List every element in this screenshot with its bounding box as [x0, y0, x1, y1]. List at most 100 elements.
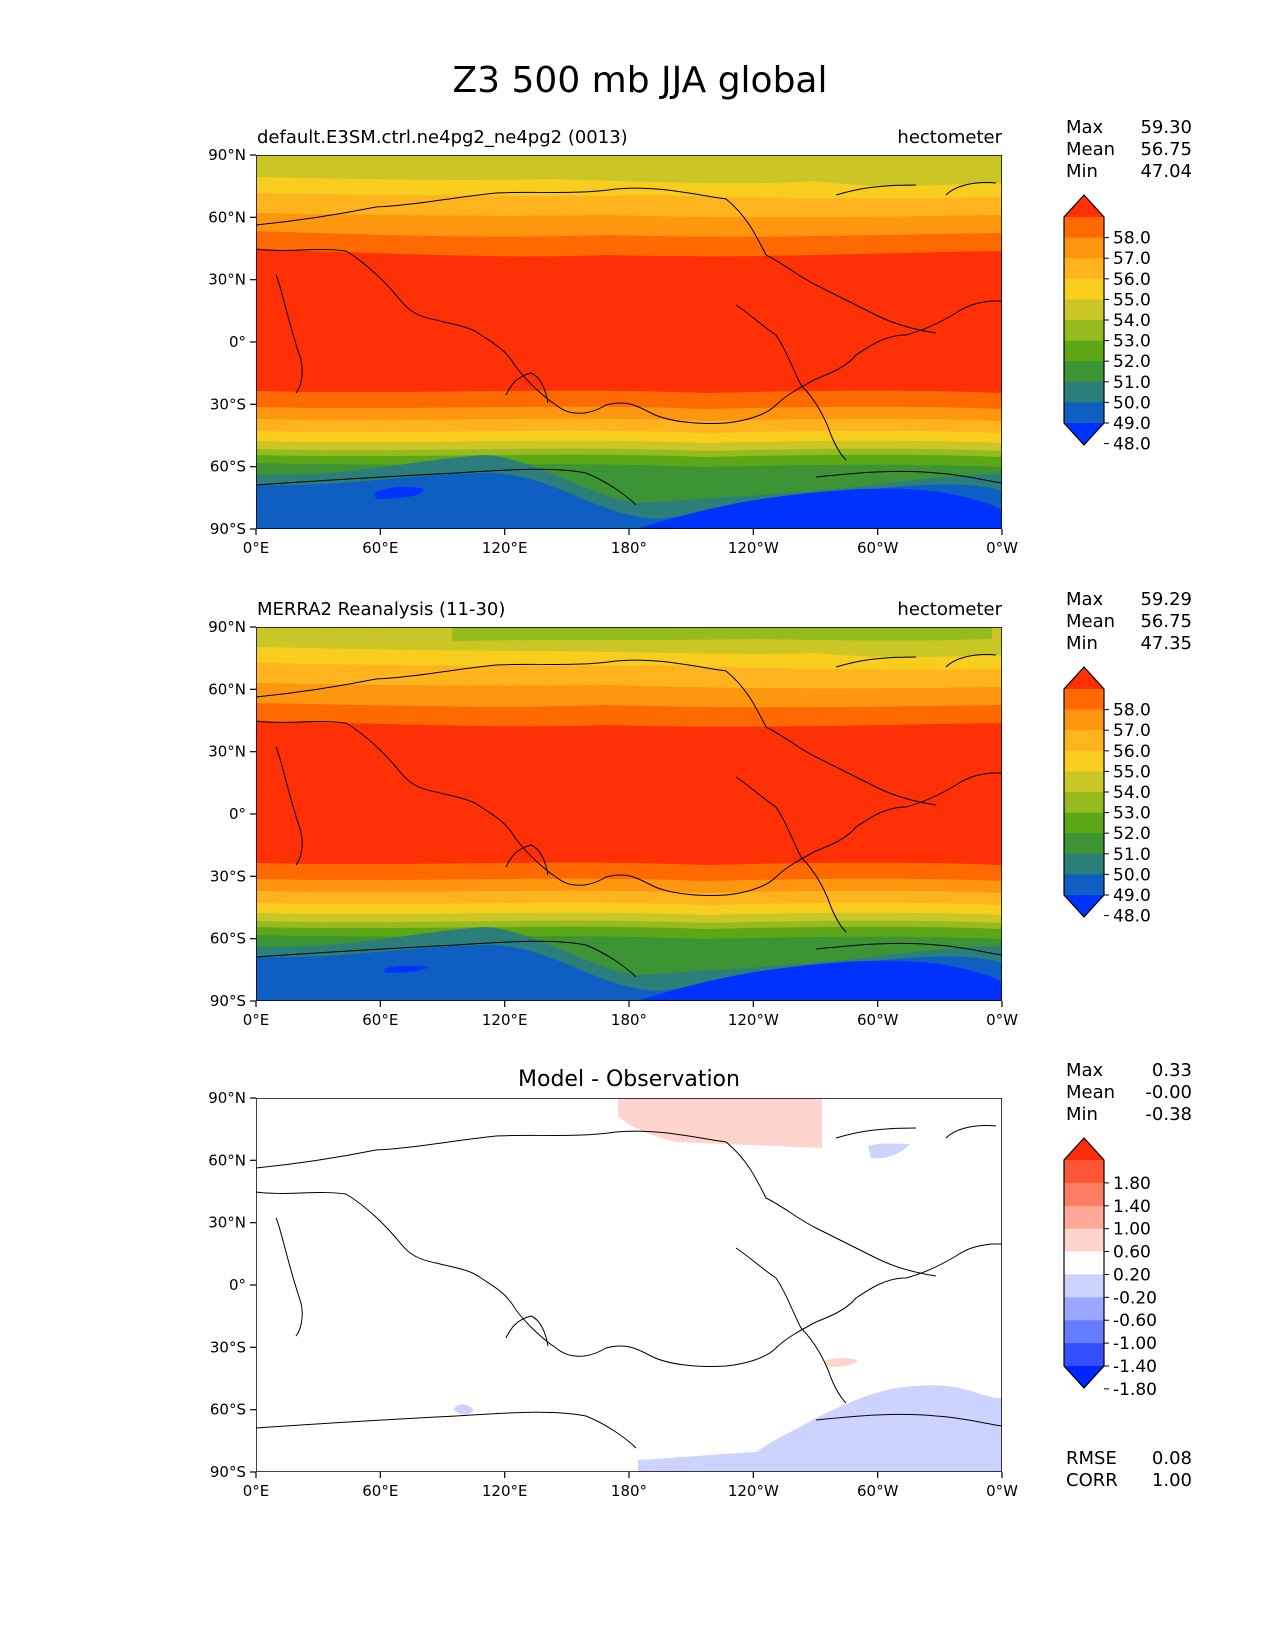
diff-region-positive	[618, 1098, 822, 1148]
x-axis: 0°E 60°E 120°E 180° 120°W 60°W 0°W	[243, 529, 1018, 557]
x-tick-label: 120°W	[728, 1482, 779, 1500]
stat-label-mean: Mean	[1066, 139, 1115, 160]
stat-value-min: -0.38	[1145, 1104, 1192, 1125]
stat-value-corr: 1.00	[1152, 1470, 1192, 1491]
colorbar-segment	[1064, 1228, 1104, 1253]
colorbar-tick-label: 49.0	[1113, 886, 1151, 906]
colorbar-segment	[1064, 730, 1104, 752]
x-tick-label: 60°W	[857, 1482, 899, 1500]
colorbar-tick-label: 48.0	[1113, 435, 1151, 455]
colorbar-tick-label: 50.0	[1113, 393, 1151, 413]
y-tick-label: 90°N	[208, 1089, 246, 1107]
stats-block: Max 59.30 Mean 56.75 Min 47.04	[1066, 117, 1192, 182]
colorbar-tick-label: -1.40	[1113, 1357, 1157, 1377]
map-plot	[256, 627, 1002, 1001]
y-tick-label: 0°	[229, 1276, 246, 1294]
x-tick-label: 60°W	[857, 1011, 899, 1029]
x-axis: 0°E 60°E 120°E 180° 120°W 60°W 0°W	[243, 1472, 1018, 1500]
x-tick-label: 180°	[611, 539, 647, 557]
stat-label-max: Max	[1066, 589, 1104, 610]
colorbar-tick-label: 57.0	[1113, 249, 1151, 269]
coastlines	[256, 1125, 1002, 1449]
x-tick-label: 60°E	[362, 1482, 398, 1500]
stat-value-mean: 56.75	[1140, 611, 1192, 632]
y-tick-label: 30°S	[210, 395, 246, 413]
colorbar-segment	[1064, 1343, 1104, 1367]
stat-label-min: Min	[1066, 633, 1098, 654]
stat-value-mean: 56.75	[1140, 139, 1192, 160]
y-tick-label: 30°N	[208, 271, 246, 289]
stat-label-mean: Mean	[1066, 611, 1115, 632]
colorbar-tick-label: 56.0	[1113, 270, 1151, 290]
colorbar-segment	[1064, 278, 1104, 300]
colorbar-outline	[1063, 1137, 1105, 1389]
x-tick-label: 120°E	[482, 1011, 528, 1029]
colorbar-segment	[1064, 874, 1104, 896]
x-tick-label: 0°E	[243, 1011, 270, 1029]
colorbar-extend-top	[1064, 667, 1104, 689]
stat-label-max: Max	[1066, 117, 1104, 138]
stat-value-rmse: 0.08	[1152, 1448, 1192, 1469]
x-axis: 0°E 60°E 120°E 180° 120°W 60°W 0°W	[243, 1001, 1018, 1029]
colorbar-tick-label: 58.0	[1113, 229, 1151, 249]
colorbar-segment	[1064, 320, 1104, 342]
y-tick-label: 90°N	[208, 146, 246, 164]
colorbar-extend-bottom	[1064, 423, 1104, 445]
contour-band-52	[452, 627, 992, 641]
stat-label-rmse: RMSE	[1066, 1448, 1117, 1469]
stat-value-min: 47.35	[1140, 633, 1192, 654]
panel-left-title: MERRA2 Reanalysis (11-30)	[257, 599, 505, 620]
colorbar-tick-label: 58.0	[1113, 701, 1151, 721]
y-tick-label: 90°S	[210, 520, 246, 538]
colorbar-segment	[1064, 812, 1104, 834]
y-axis: 90°N 60°N 30°N 0° 30°S 60°S 90°S	[208, 146, 256, 538]
colorbar-tick-label: 51.0	[1113, 845, 1151, 865]
y-tick-label: 60°N	[208, 680, 246, 698]
colorbar-tick-label: -1.80	[1113, 1380, 1157, 1400]
stat-label-mean: Mean	[1066, 1082, 1115, 1103]
colorbar-segment	[1064, 361, 1104, 383]
colorbar-tick-label: -1.00	[1113, 1334, 1157, 1354]
colorbar-extend-bottom	[1064, 1366, 1104, 1388]
stat-label-min: Min	[1066, 1104, 1098, 1125]
colorbar-segment	[1064, 709, 1104, 731]
colorbar-segment	[1064, 1274, 1104, 1298]
stat-label-min: Min	[1066, 161, 1098, 182]
y-tick-label: 30°S	[210, 867, 246, 885]
panel-observation: MERRA2 Reanalysis (11-30) hectometer	[208, 589, 1192, 1029]
colorbar-segment	[1064, 1251, 1104, 1275]
coastlines	[256, 654, 1002, 978]
stat-label-corr: CORR	[1066, 1470, 1118, 1491]
panel-left-title: default.E3SM.ctrl.ne4pg2_ne4pg2 (0013)	[257, 127, 628, 148]
colorbar-tick-label: 52.0	[1113, 352, 1151, 372]
colorbar-extend-bottom	[1064, 895, 1104, 917]
colorbar-tick-label: 54.0	[1113, 311, 1151, 331]
x-tick-label: 0°E	[243, 539, 270, 557]
x-tick-label: 180°	[611, 1482, 647, 1500]
x-tick-label: 60°E	[362, 539, 398, 557]
colorbar-tick-label: -0.20	[1113, 1288, 1157, 1308]
x-tick-label: 60°E	[362, 1011, 398, 1029]
panel-difference: Model - Observation	[208, 1060, 1192, 1500]
colorbar-extend-top	[1064, 195, 1104, 217]
colorbar-tick-label: 51.0	[1113, 373, 1151, 393]
stat-value-min: 47.04	[1140, 161, 1192, 182]
map-plot	[256, 1098, 1002, 1472]
footer-stats: RMSE 0.08 CORR 1.00	[1066, 1448, 1192, 1491]
y-tick-label: 30°N	[208, 1214, 246, 1232]
y-tick-label: 90°S	[210, 992, 246, 1010]
contour-band-47s	[636, 960, 1002, 1001]
y-axis: 90°N 60°N 30°N 0° 30°S 60°S 90°S	[208, 618, 256, 1010]
colorbar-tick-label: 56.0	[1113, 742, 1151, 762]
contour-band-47s-small	[384, 965, 428, 973]
colorbar-tick-label: 50.0	[1113, 865, 1151, 885]
colorbar-segment	[1064, 792, 1104, 814]
x-tick-label: 120°E	[482, 539, 528, 557]
colorbar-tick-label: 48.0	[1113, 907, 1151, 927]
y-tick-label: 60°S	[210, 930, 246, 948]
colorbar-outline	[1063, 666, 1105, 918]
colorbar-segment	[1064, 217, 1104, 239]
x-tick-label: 0°W	[986, 539, 1018, 557]
stats-block: Max 59.29 Mean 56.75 Min 47.35	[1066, 589, 1192, 654]
